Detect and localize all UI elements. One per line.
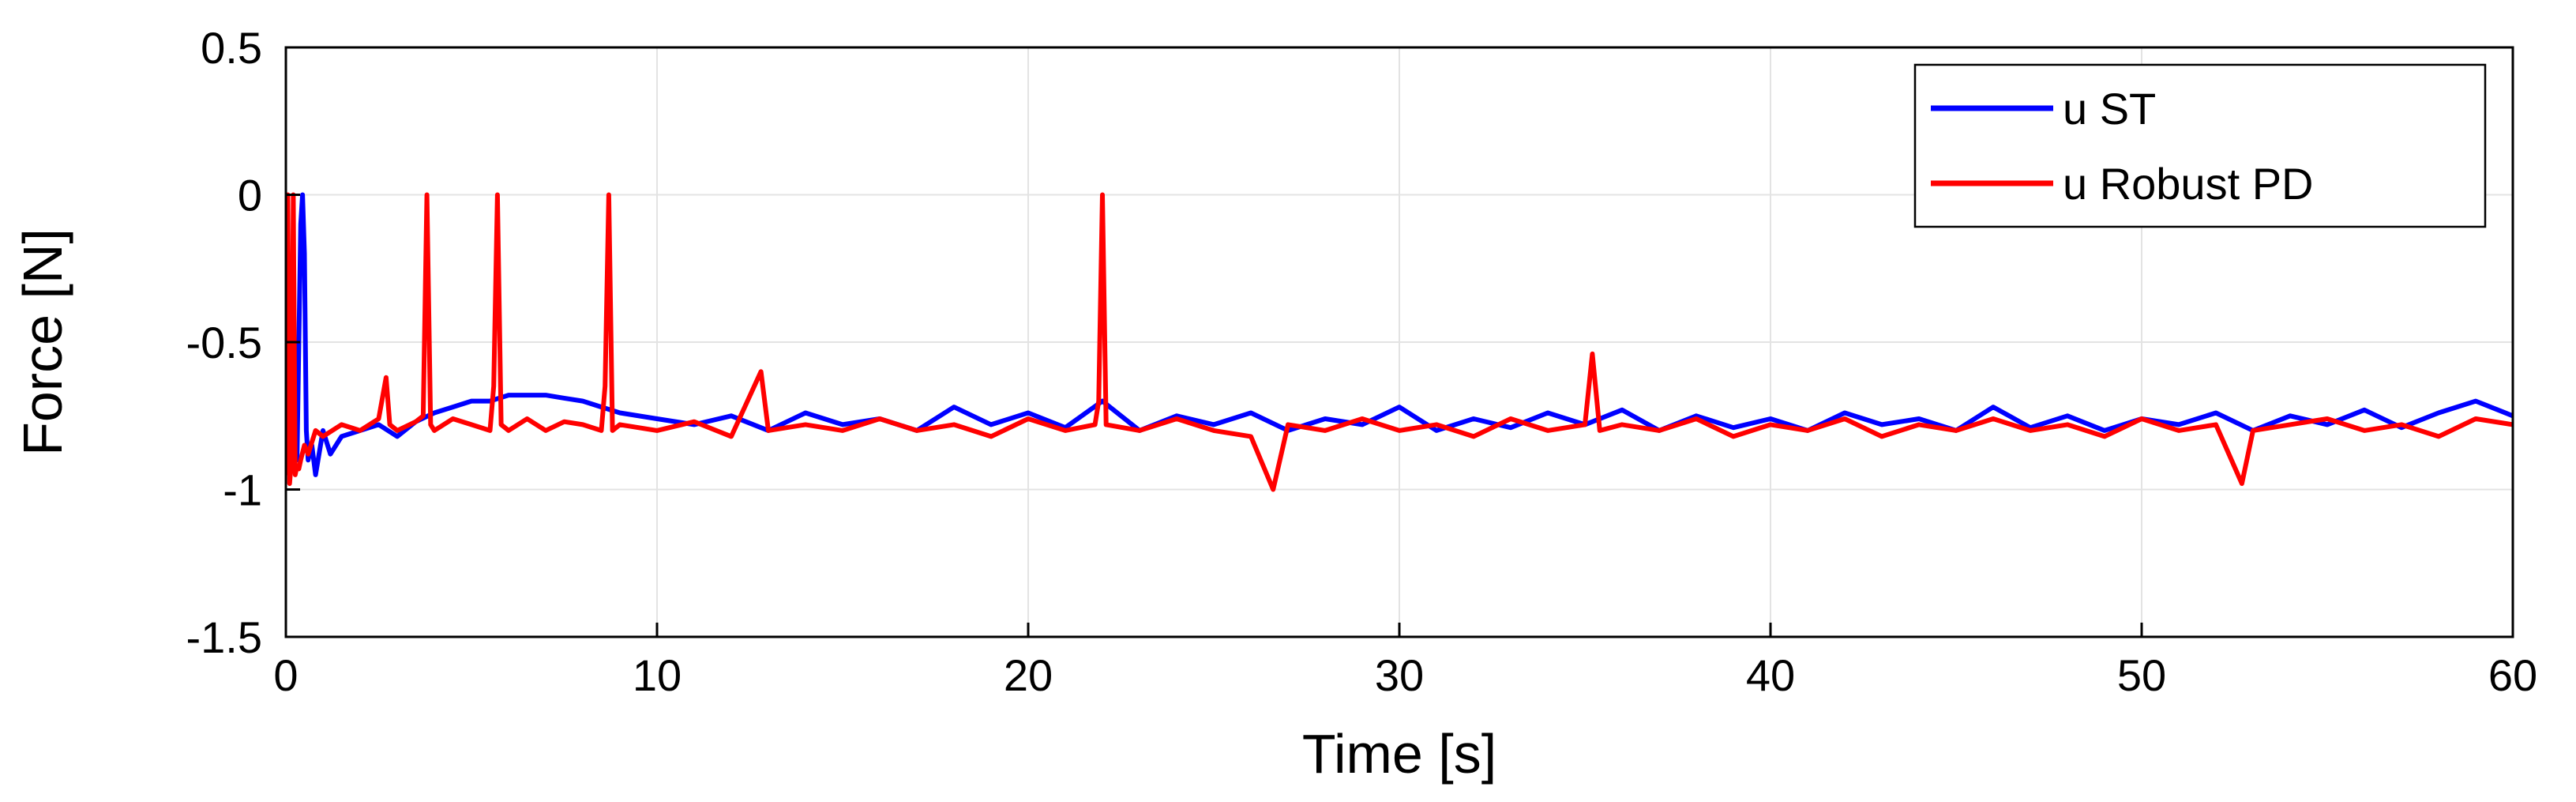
y-axis: -1.5 -1 -0.5 0 0.5 <box>186 23 300 662</box>
x-axis: 0 10 20 30 40 50 60 <box>273 623 2537 700</box>
y-tick-label: 0.5 <box>201 23 262 73</box>
x-axis-label: Time [s] <box>1302 723 1496 785</box>
plot-area <box>286 192 2513 492</box>
y-axis-label: Force [N] <box>12 228 73 456</box>
x-tick-label: 10 <box>633 650 682 700</box>
x-tick-label: 60 <box>2488 650 2537 700</box>
x-tick-label: 50 <box>2117 650 2166 700</box>
y-tick-label: 0 <box>238 171 262 220</box>
y-tick-label: -1 <box>223 465 262 515</box>
x-tick-label: 20 <box>1004 650 1053 700</box>
legend-label-u-st: u ST <box>2063 84 2156 134</box>
x-tick-label: 30 <box>1375 650 1424 700</box>
y-tick-label: -1.5 <box>186 612 263 662</box>
legend: u ST u Robust PD <box>1913 63 2487 228</box>
series-line-u-st <box>286 192 2513 477</box>
legend-box <box>1913 63 2487 228</box>
x-tick-label: 40 <box>1746 650 1795 700</box>
y-tick-label: -0.5 <box>186 318 263 367</box>
legend-label-u-robust-pd: u Robust PD <box>2063 159 2314 209</box>
x-tick-label: 0 <box>273 650 298 700</box>
series-line-u-robust-pd <box>286 192 2513 492</box>
